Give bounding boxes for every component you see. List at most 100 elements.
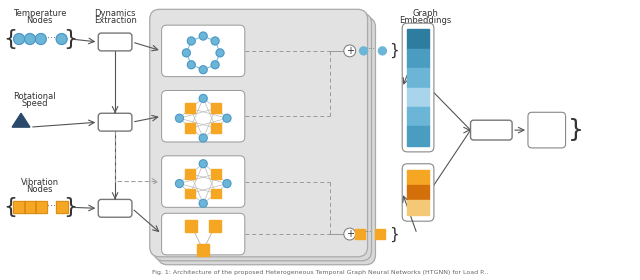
Text: }: }	[389, 227, 399, 242]
Circle shape	[344, 45, 356, 57]
FancyBboxPatch shape	[528, 112, 566, 148]
Text: }: }	[389, 43, 399, 59]
Bar	[56, 201, 68, 213]
Text: }: }	[568, 118, 584, 142]
Bar	[407, 127, 429, 146]
Circle shape	[360, 47, 367, 55]
Text: Speed: Speed	[22, 99, 48, 108]
Circle shape	[211, 61, 219, 69]
Text: Rotational: Rotational	[13, 92, 56, 101]
Circle shape	[35, 34, 46, 45]
Text: ···: ···	[367, 45, 376, 54]
Text: Embeddings: Embeddings	[399, 16, 451, 25]
Bar	[211, 188, 221, 199]
Text: Nodes: Nodes	[27, 16, 53, 25]
Bar	[35, 201, 47, 213]
Text: +: +	[346, 46, 354, 56]
Bar	[407, 29, 429, 49]
Circle shape	[56, 34, 67, 45]
Text: ···: ···	[47, 201, 56, 211]
Circle shape	[199, 32, 207, 40]
Bar	[407, 88, 429, 107]
Circle shape	[175, 114, 184, 122]
Text: ···: ···	[47, 33, 56, 43]
Circle shape	[378, 47, 387, 55]
Circle shape	[223, 114, 231, 122]
FancyBboxPatch shape	[99, 33, 132, 51]
Bar	[186, 103, 195, 113]
Bar	[13, 201, 25, 213]
FancyBboxPatch shape	[402, 164, 434, 221]
Bar	[355, 229, 365, 239]
Bar	[24, 201, 36, 213]
Bar	[186, 169, 195, 179]
FancyBboxPatch shape	[157, 17, 376, 265]
Bar	[209, 220, 221, 232]
Circle shape	[344, 228, 356, 240]
Circle shape	[199, 199, 207, 207]
Circle shape	[199, 94, 207, 102]
Text: +: +	[346, 229, 354, 239]
Text: Dynamics: Dynamics	[94, 9, 136, 18]
Text: }: }	[63, 29, 77, 49]
FancyBboxPatch shape	[162, 156, 244, 207]
FancyBboxPatch shape	[162, 213, 244, 255]
Text: 3x Heterogeneous Interaction Layers: 3x Heterogeneous Interaction Layers	[184, 19, 341, 28]
Bar	[186, 188, 195, 199]
Text: CNN: CNN	[105, 118, 125, 127]
Polygon shape	[12, 113, 30, 127]
Bar	[376, 229, 385, 239]
Circle shape	[13, 34, 24, 45]
FancyBboxPatch shape	[162, 90, 244, 142]
Bar	[197, 244, 209, 256]
Bar	[186, 123, 195, 133]
Text: Graph: Graph	[412, 9, 438, 18]
Circle shape	[223, 179, 231, 188]
Text: Temperature: Temperature	[13, 9, 67, 18]
Circle shape	[199, 134, 207, 142]
Text: $F_x$: $F_x$	[541, 117, 553, 130]
Bar	[13, 201, 25, 213]
Bar	[186, 220, 197, 232]
Text: Nodes: Nodes	[27, 185, 53, 193]
Circle shape	[188, 61, 195, 69]
FancyBboxPatch shape	[150, 9, 367, 257]
Text: Extraction: Extraction	[93, 16, 136, 25]
Bar	[211, 123, 221, 133]
Text: $F_y$: $F_y$	[541, 130, 553, 144]
FancyBboxPatch shape	[470, 120, 512, 140]
Text: CNN: CNN	[105, 204, 125, 213]
Bar	[24, 201, 36, 213]
Text: Vibration: Vibration	[20, 178, 59, 187]
Circle shape	[175, 179, 184, 188]
Bar	[407, 200, 429, 215]
Circle shape	[24, 34, 35, 45]
Circle shape	[188, 37, 195, 45]
Bar	[35, 201, 47, 213]
Text: ···: ···	[365, 228, 372, 237]
Circle shape	[216, 49, 224, 57]
Text: }: }	[63, 197, 77, 217]
FancyBboxPatch shape	[162, 25, 244, 77]
Bar	[407, 68, 429, 88]
Bar	[211, 169, 221, 179]
Text: GRU: GRU	[105, 38, 125, 46]
FancyBboxPatch shape	[99, 113, 132, 131]
Bar	[407, 185, 429, 200]
Circle shape	[199, 160, 207, 168]
Circle shape	[199, 66, 207, 74]
Text: {: {	[3, 197, 17, 217]
Text: Linear: Linear	[476, 126, 506, 135]
Text: {: {	[3, 29, 17, 49]
FancyBboxPatch shape	[99, 199, 132, 217]
FancyBboxPatch shape	[154, 13, 372, 261]
Circle shape	[211, 37, 219, 45]
Text: Fig. 1: Architecture of the proposed Heterogeneous Temporal Graph Neural Network: Fig. 1: Architecture of the proposed Het…	[152, 270, 488, 275]
Bar	[211, 103, 221, 113]
Circle shape	[182, 49, 190, 57]
Bar	[407, 107, 429, 127]
Bar	[56, 201, 68, 213]
FancyBboxPatch shape	[402, 23, 434, 152]
Bar	[407, 170, 429, 185]
Bar	[407, 49, 429, 68]
